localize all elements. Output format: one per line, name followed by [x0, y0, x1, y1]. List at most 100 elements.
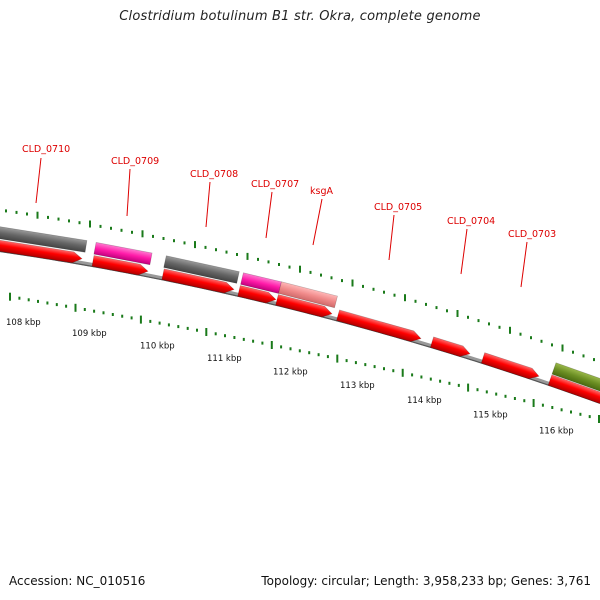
cds-arrow [161, 268, 235, 294]
scale-major-tick [205, 328, 208, 336]
scale-minor-tick [513, 397, 516, 400]
minor-tick [362, 284, 364, 288]
scale-minor-tick [186, 326, 189, 330]
gene-block [0, 224, 88, 253]
scale-minor-tick [411, 373, 414, 377]
gene-label: CLD_0708 [190, 169, 238, 180]
minor-tick [204, 245, 207, 249]
scale-minor-tick [158, 321, 161, 325]
scale-label: 108 kbp [6, 318, 41, 328]
leader-line [265, 191, 273, 239]
major-tick [509, 326, 511, 334]
scale-major-tick [401, 368, 404, 377]
gene-label: CLD_0704 [447, 216, 495, 227]
leader-line [520, 241, 528, 288]
leader-line [312, 198, 323, 246]
scale-minor-tick [485, 390, 488, 394]
minor-tick [467, 315, 469, 319]
scale-label: 112 kbp [273, 367, 308, 377]
scale-minor-tick [495, 392, 498, 396]
scale-minor-tick [308, 351, 311, 355]
scale-minor-tick [242, 337, 245, 341]
minor-tick [519, 332, 522, 336]
gene-label: CLD_0703 [508, 229, 556, 240]
scale-major-tick [139, 315, 142, 324]
scale-label: 113 kbp [340, 381, 375, 391]
minor-tick [110, 226, 112, 230]
scale-label: 111 kbp [207, 354, 242, 364]
scale-minor-tick [457, 383, 460, 387]
scale-major-tick [270, 341, 273, 349]
major-tick [36, 211, 39, 219]
minor-tick [267, 260, 270, 264]
scale-major-tick [9, 292, 11, 301]
minor-tick [477, 319, 480, 323]
major-tick [561, 344, 564, 352]
cds-arrow [275, 294, 333, 318]
leader-line [205, 181, 211, 228]
gene-label: CLD_0710 [22, 144, 70, 155]
minor-tick [393, 293, 396, 297]
minor-tick [131, 230, 133, 234]
scale-minor-tick [55, 303, 58, 307]
minor-tick [320, 273, 322, 277]
minor-tick [582, 354, 585, 358]
major-tick [351, 279, 354, 287]
minor-tick [183, 241, 186, 245]
cds-arrow [430, 336, 471, 357]
scale-major-tick [336, 354, 339, 363]
gene-block [163, 255, 240, 284]
scale-minor-tick [27, 298, 30, 302]
minor-tick [446, 309, 448, 313]
minor-tick [57, 217, 60, 221]
minor-tick [15, 210, 18, 214]
major-tick [194, 241, 196, 249]
scale-minor-tick [560, 408, 563, 412]
scale-label: 116 kbp [539, 426, 574, 436]
cds-arrow [547, 374, 600, 404]
gene-block [278, 281, 338, 309]
scale-minor-tick [298, 349, 301, 353]
scale-label: 114 kbp [407, 396, 442, 406]
scale-minor-tick [504, 394, 507, 398]
gene-label: CLD_0707 [251, 179, 299, 190]
minor-tick [257, 257, 259, 261]
scale-major-tick [598, 415, 600, 423]
gene-label: CLD_0705 [374, 202, 422, 213]
scale-minor-tick [392, 369, 395, 373]
scale-minor-tick [37, 299, 39, 303]
scale-minor-tick [373, 365, 376, 369]
scale-minor-tick [121, 314, 124, 318]
scale-minor-tick [177, 325, 180, 329]
gene-block [240, 272, 282, 294]
minor-tick [26, 212, 28, 216]
accession-text: Accession: NC_010516 [9, 574, 146, 588]
scale-minor-tick [102, 311, 105, 315]
minor-tick [488, 322, 490, 326]
scale-major-tick [467, 383, 470, 392]
scale-minor-tick [354, 361, 357, 365]
scale-minor-tick [551, 406, 554, 409]
minor-tick [5, 209, 7, 213]
scale-minor-tick [326, 355, 329, 359]
cds-arrow [91, 255, 149, 276]
minor-tick [593, 358, 595, 362]
major-tick [299, 265, 301, 273]
scale-minor-tick [83, 308, 86, 311]
scale-minor-tick [541, 403, 544, 407]
scale-minor-tick [65, 304, 68, 308]
backbone-line [0, 248, 600, 404]
minor-tick [498, 325, 501, 329]
minor-tick [435, 306, 438, 310]
minor-tick [551, 343, 553, 347]
scale-minor-tick [317, 353, 320, 357]
gene-block [93, 242, 153, 266]
scale-minor-tick [364, 363, 367, 367]
map-title: Clostridium botulinum B1 str. Okra, comp… [119, 9, 481, 24]
minor-tick [414, 299, 417, 303]
scale-minor-tick [523, 399, 526, 403]
cds-arrow [336, 309, 422, 342]
scale-minor-tick [289, 347, 292, 351]
leader-line [388, 214, 395, 261]
minor-tick [572, 350, 574, 354]
